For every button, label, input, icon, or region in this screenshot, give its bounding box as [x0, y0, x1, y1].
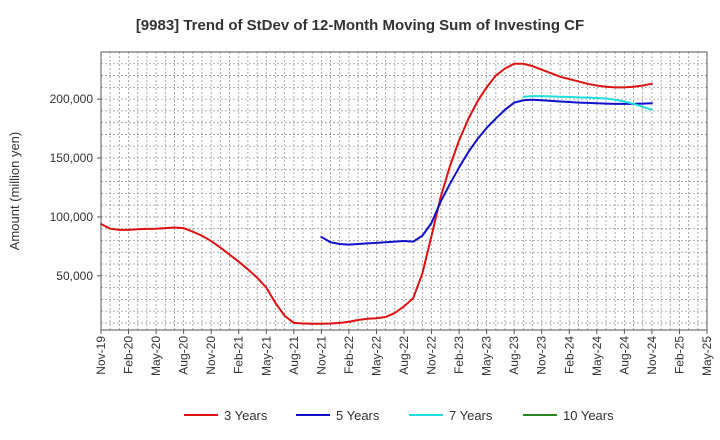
legend-label: 10 Years [563, 408, 614, 423]
x-tick-label: Feb-25 [672, 336, 686, 374]
x-tick-label: Aug-21 [287, 336, 301, 375]
chart-title: [9983] Trend of StDev of 12-Month Moving… [136, 17, 584, 34]
x-tick-label: Nov-21 [314, 336, 328, 375]
x-tick-label: May-23 [480, 336, 494, 376]
x-tick-label: Nov-22 [425, 336, 439, 375]
legend-label: 7 Years [449, 408, 493, 423]
series-line [522, 95, 653, 111]
series-line [320, 98, 653, 246]
y-axis-ticks: 50,000 100,000 150,000 200,000 [50, 92, 101, 283]
grid [100, 52, 708, 330]
series-line [100, 62, 653, 325]
x-tick-label: Aug-22 [397, 336, 411, 375]
x-tick-label: Feb-20 [122, 336, 136, 374]
x-tick-label: May-25 [700, 336, 714, 376]
legend-label: 5 Years [336, 408, 380, 423]
y-tick-label: 50,000 [56, 269, 93, 283]
x-tick-label: May-22 [369, 336, 383, 376]
x-tick-label: May-21 [259, 336, 273, 376]
x-tick-label: Aug-24 [617, 336, 631, 375]
x-tick-label: Feb-21 [232, 336, 246, 374]
legend: 3 Years 5 Years 7 Years 10 Years [184, 408, 614, 423]
x-tick-label: Feb-23 [452, 336, 466, 374]
x-tick-label: May-24 [590, 336, 604, 376]
x-tick-label: Nov-23 [535, 336, 549, 375]
x-axis-ticks: Nov-19 Feb-20 May-20 Aug-20 Nov-20 Feb-21 May-… [94, 330, 714, 376]
legend-label: 3 Years [224, 408, 268, 423]
x-tick-label: Aug-20 [177, 336, 191, 375]
y-tick-label: 150,000 [50, 151, 94, 165]
x-tick-label: Nov-20 [204, 336, 218, 375]
x-tick-label: Aug-23 [507, 336, 521, 375]
x-tick-label: May-20 [149, 336, 163, 376]
series-lines [100, 62, 653, 325]
y-tick-label: 200,000 [50, 92, 94, 106]
x-tick-label: Nov-19 [94, 336, 108, 375]
x-tick-label: Feb-24 [562, 336, 576, 374]
x-tick-label: Feb-22 [342, 336, 356, 374]
y-tick-label: 100,000 [50, 210, 94, 224]
y-axis-label: Amount (million yen) [7, 132, 22, 251]
x-tick-label: Nov-24 [645, 336, 659, 375]
